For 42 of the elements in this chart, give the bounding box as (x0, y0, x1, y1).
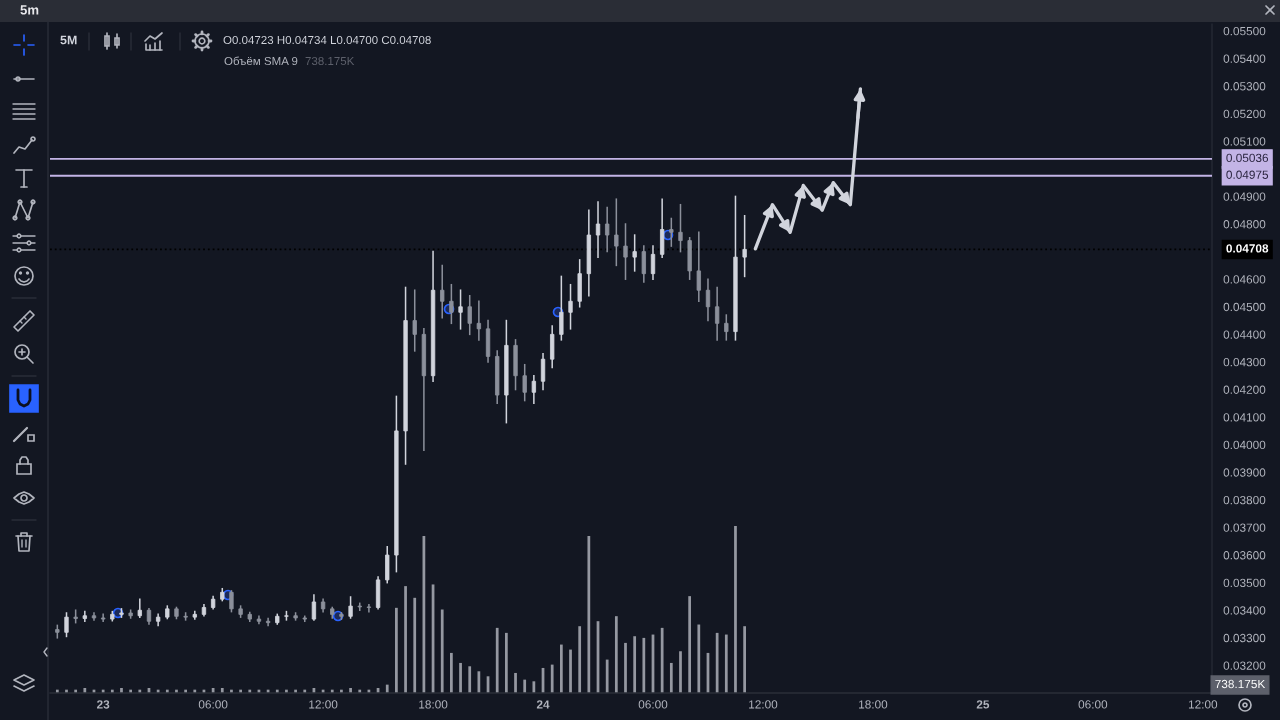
y-tick-label: 0.05500 (1223, 26, 1266, 36)
annotation: O0.04723 H0.04734 L0.04700 C0.04708 (223, 35, 431, 45)
y-tick-label: 0.04100 (1223, 413, 1266, 422)
y-tick-label: 0.04900 (1223, 192, 1266, 201)
x-tick-label: 12:00 (749, 700, 778, 709)
y-tick-label: 0.05200 (1223, 109, 1266, 119)
ref-line-label: 0.04975 (1226, 170, 1269, 179)
text: 738.175K (1215, 679, 1266, 689)
y-tick-label: 0.04000 (1223, 440, 1266, 450)
y-tick-label: 0.03900 (1223, 468, 1266, 477)
y-tick-label: 0.05300 (1223, 82, 1266, 91)
x-tick-label: 18:00 (859, 700, 888, 709)
y-tick-label: 0.05100 (1223, 137, 1266, 146)
y-tick-label: 0.04800 (1223, 220, 1266, 229)
y-tick-label: 0.03600 (1223, 551, 1266, 560)
y-tick-label: 0.04600 (1223, 275, 1266, 284)
chart-title: 5m (20, 5, 39, 15)
y-tick-label: 0.04300 (1223, 357, 1266, 367)
y-tick-label: 0.03500 (1223, 578, 1266, 588)
x-tick-label: 06:00 (1078, 700, 1108, 709)
y-tick-label: 0.04400 (1223, 330, 1266, 339)
ref-line-label: 0.04708 (1226, 244, 1269, 253)
y-tick-label: 0.03800 (1223, 495, 1266, 505)
x-tick-label: 06:00 (198, 700, 228, 709)
x-tick-label: 12:00 (1188, 700, 1218, 709)
x-tick-label: 24 (536, 700, 550, 709)
ref-line-label: 0.05036 (1226, 153, 1269, 163)
y-tick-label: 0.04200 (1223, 385, 1266, 394)
y-tick-label: 0.03200 (1223, 661, 1266, 670)
x-tick-label: 23 (97, 700, 110, 709)
y-tick-label: 0.03700 (1223, 523, 1266, 532)
y-tick-label: 0.05400 (1223, 54, 1266, 63)
annotation: 738.175K (305, 56, 355, 66)
x-tick-label: 12:00 (309, 700, 338, 709)
annotation: Объём SMA 9 (224, 56, 298, 66)
x-tick-label: 06:00 (638, 700, 668, 709)
y-tick-label: 0.03300 (1223, 633, 1266, 643)
y-tick-label: 0.04500 (1223, 302, 1266, 312)
annotation: 5M (60, 35, 77, 45)
y-tick-label: 0.03400 (1223, 606, 1266, 615)
x-tick-label: 18:00 (419, 700, 448, 709)
x-tick-label: 25 (976, 700, 990, 709)
